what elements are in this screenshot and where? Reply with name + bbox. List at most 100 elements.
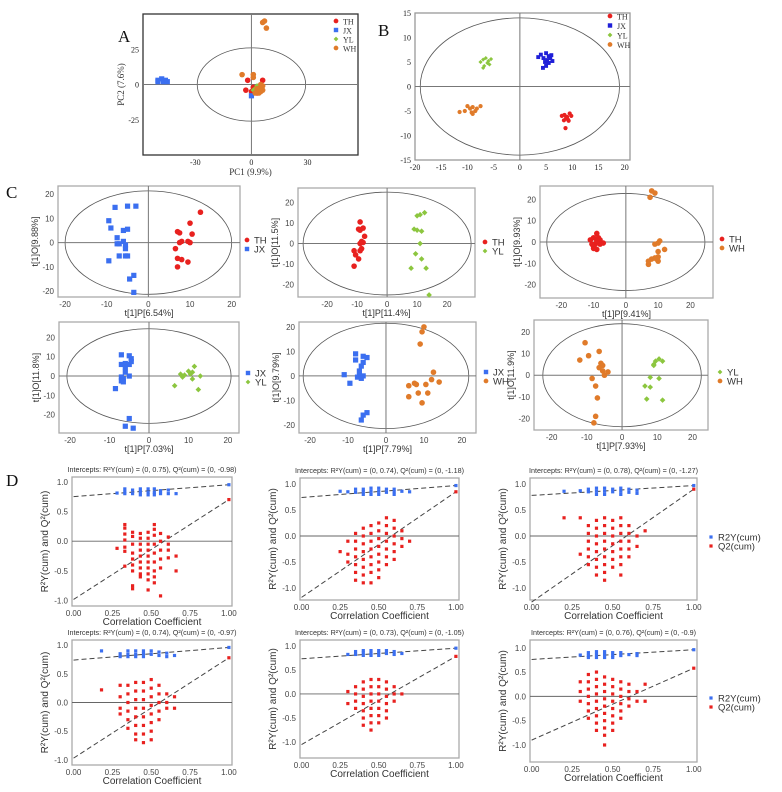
jx-point bbox=[544, 51, 549, 56]
wh-point bbox=[599, 368, 606, 374]
q2-cum-point bbox=[377, 714, 381, 718]
chart-b: -20 -15 -10 -5 0 5 10 15 20151050-5-10-15THJXYLW… bbox=[400, 9, 631, 172]
q2-cum-point bbox=[602, 516, 607, 520]
legend-label: WH bbox=[493, 377, 509, 388]
legend-label: TH bbox=[254, 236, 267, 247]
y-tick-label: 0.0 bbox=[57, 537, 69, 546]
x-axis-label: Correlation Coefficient bbox=[330, 769, 429, 780]
q2-cum-point bbox=[594, 728, 599, 733]
jx-point bbox=[538, 52, 543, 57]
q2-cum-point bbox=[586, 680, 590, 684]
r2y-cum-point bbox=[594, 650, 599, 654]
regression-line bbox=[531, 488, 695, 603]
x-tick-label: 15 bbox=[595, 163, 603, 172]
q2-cum-point bbox=[619, 516, 623, 520]
q2-cum-point bbox=[384, 687, 389, 691]
x-tick-label: -30 bbox=[190, 158, 201, 167]
q2-cum-point bbox=[141, 741, 146, 745]
y-tick-label: 1.0 bbox=[515, 480, 527, 489]
jx-point bbox=[122, 242, 129, 248]
q2-cum-point bbox=[353, 547, 358, 551]
q2-cum-point bbox=[454, 490, 458, 494]
q2-cum-point bbox=[152, 575, 156, 579]
legend-item: WH bbox=[483, 377, 509, 388]
legend-label: R2Y(cum) bbox=[718, 533, 761, 544]
q2-cum-point bbox=[134, 738, 138, 742]
q2-cum-point bbox=[619, 524, 623, 528]
q2-cum-point bbox=[377, 699, 381, 703]
q2-cum-point bbox=[611, 706, 615, 711]
r2y-cum-point bbox=[586, 651, 590, 655]
th-point bbox=[243, 87, 249, 93]
q2-cum-point bbox=[586, 563, 590, 567]
q2-cum-point bbox=[353, 531, 358, 536]
th-point bbox=[351, 263, 357, 269]
q2-cum-point bbox=[152, 527, 156, 531]
jx-point bbox=[364, 354, 370, 361]
q2-cum-point bbox=[384, 524, 389, 528]
q2-cum-point bbox=[353, 692, 358, 696]
wh-point bbox=[645, 261, 652, 268]
q2-cum-point bbox=[118, 695, 122, 699]
x-tick-label: 1.00 bbox=[448, 761, 464, 770]
y-tick-label: -1.0 bbox=[282, 584, 296, 593]
y-tick-label: 0.0 bbox=[57, 699, 69, 708]
q2-cum-point bbox=[369, 685, 373, 689]
q2-cum-point bbox=[149, 712, 153, 716]
q2-cum-point bbox=[130, 587, 135, 591]
q2-cum-point bbox=[586, 524, 590, 528]
r2y-cum-point bbox=[369, 651, 373, 656]
x-tick-label: 0.25 bbox=[332, 761, 348, 770]
r2y-cum-point bbox=[384, 651, 389, 656]
y-tick-label: 20 bbox=[285, 198, 294, 207]
q2-cum-point bbox=[361, 723, 365, 727]
q2-cum-point bbox=[141, 715, 146, 719]
jx-point bbox=[341, 372, 347, 378]
q2-cum-point bbox=[611, 557, 615, 562]
jx-point bbox=[126, 373, 132, 379]
q2-cum-point bbox=[377, 568, 381, 572]
th-point bbox=[357, 247, 363, 254]
q2-cum-point bbox=[594, 677, 599, 681]
yl-point bbox=[659, 397, 666, 403]
jx-point bbox=[108, 225, 114, 231]
chart-title: Intercepts: R²Y(cum) = (0, 0.73), Q²(cum… bbox=[295, 628, 464, 637]
y-tick-label: 20 bbox=[286, 323, 295, 332]
wh-point bbox=[252, 90, 258, 96]
legend-marker bbox=[333, 45, 339, 51]
jx-point bbox=[536, 55, 541, 60]
q2-cum-point bbox=[643, 682, 647, 686]
plot-frame bbox=[298, 321, 477, 434]
q2-cum-point bbox=[602, 555, 607, 559]
q2-cum-point bbox=[146, 548, 150, 552]
yl-point bbox=[481, 65, 486, 70]
legend-item: YL bbox=[717, 368, 739, 379]
x-tick-label: 20 bbox=[686, 301, 695, 310]
legend-marker bbox=[244, 246, 250, 252]
r2y-cum-point bbox=[377, 489, 381, 493]
q2-cum-point bbox=[152, 522, 156, 527]
q2-cum-point bbox=[392, 685, 396, 689]
legend-marker bbox=[333, 27, 339, 33]
x-axis-label: Correlation Coefficient bbox=[330, 611, 429, 622]
y-tick-label: -10 bbox=[282, 260, 294, 269]
chart-title: Intercepts: R²Y(cum) = (0, 0.74), Q²(cum… bbox=[295, 466, 464, 475]
legend-marker bbox=[719, 236, 725, 242]
q2-cum-point bbox=[594, 518, 599, 523]
q2-cum-point bbox=[369, 699, 373, 703]
q2-cum-point bbox=[361, 565, 365, 569]
r2y-cum-point bbox=[123, 490, 127, 494]
legend-label: YL bbox=[255, 378, 267, 389]
q2-cum-point bbox=[602, 726, 607, 730]
y-axis-label: t[1]O[9.93%] bbox=[512, 217, 522, 267]
q2-cum-point bbox=[384, 516, 389, 520]
r2y-cum-point bbox=[227, 645, 231, 650]
r2y-cum-point bbox=[158, 489, 163, 493]
x-tick-label: 20 bbox=[443, 300, 452, 309]
wh-point bbox=[591, 420, 597, 426]
y-tick-label: 5 bbox=[407, 58, 411, 67]
q2-cum-point bbox=[619, 694, 623, 698]
q2-cum-point bbox=[369, 539, 373, 543]
y-tick-label: -20 bbox=[42, 287, 54, 296]
chart-c4: -20 -10 0 10 20 20 10 0 -10 -20 t[1]P[7.03%] t[1]O[… bbox=[31, 321, 267, 454]
